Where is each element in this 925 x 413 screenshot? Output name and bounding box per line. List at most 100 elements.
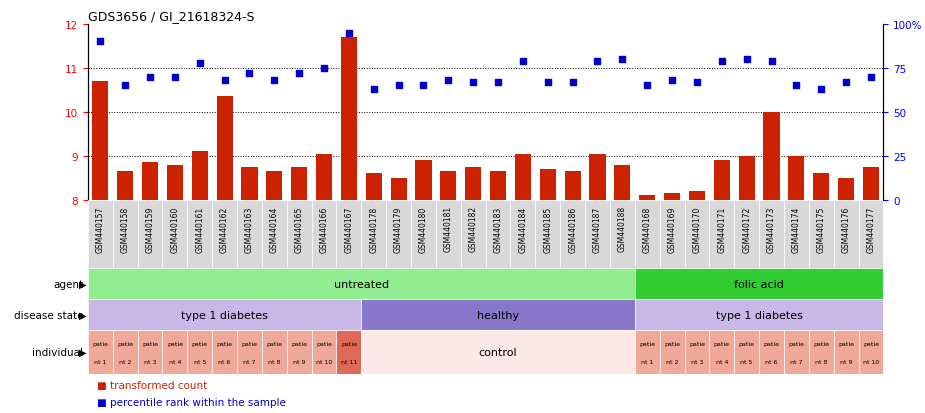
Bar — [187, 200, 212, 268]
Bar — [92, 82, 108, 200]
Text: GSM440157: GSM440157 — [96, 206, 105, 252]
Bar — [734, 330, 759, 374]
Bar — [138, 200, 163, 268]
Text: GSM440165: GSM440165 — [295, 206, 303, 252]
Bar — [536, 200, 561, 268]
Point — [466, 79, 481, 86]
Bar — [440, 172, 456, 200]
Text: patie: patie — [763, 341, 780, 346]
Text: patie: patie — [639, 341, 655, 346]
Point — [167, 74, 182, 81]
Bar — [88, 200, 113, 268]
Bar — [142, 163, 158, 200]
Text: GSM440183: GSM440183 — [494, 206, 502, 252]
Bar — [614, 165, 631, 200]
Bar — [589, 154, 606, 200]
Bar — [709, 200, 734, 268]
Bar — [312, 200, 337, 268]
Bar — [561, 200, 586, 268]
Bar — [564, 172, 581, 200]
Bar — [684, 200, 709, 268]
Point — [565, 79, 580, 86]
Text: nt 9: nt 9 — [840, 359, 852, 364]
Point — [192, 60, 207, 66]
Text: individual: individual — [32, 347, 83, 357]
Text: GSM440180: GSM440180 — [419, 206, 428, 252]
Bar — [813, 174, 830, 200]
Point — [416, 83, 431, 90]
Bar — [237, 330, 262, 374]
Bar — [660, 330, 684, 374]
Text: GSM440179: GSM440179 — [394, 206, 403, 252]
Point — [814, 86, 829, 93]
Bar — [763, 112, 780, 200]
Text: nt 10: nt 10 — [863, 359, 879, 364]
Text: GSM440186: GSM440186 — [568, 206, 577, 252]
Bar — [833, 200, 858, 268]
Text: GSM440161: GSM440161 — [195, 206, 204, 252]
Bar — [436, 200, 461, 268]
Text: GSM440182: GSM440182 — [469, 206, 477, 252]
Text: GDS3656 / GI_21618324-S: GDS3656 / GI_21618324-S — [88, 10, 254, 23]
Text: GSM440170: GSM440170 — [693, 206, 701, 252]
Point — [117, 83, 132, 90]
Point — [291, 71, 306, 77]
Text: GSM440169: GSM440169 — [668, 206, 676, 252]
Text: GSM440187: GSM440187 — [593, 206, 602, 252]
Point — [217, 78, 232, 84]
Text: nt 1: nt 1 — [641, 359, 653, 364]
Text: patie: patie — [813, 341, 829, 346]
Bar — [858, 330, 883, 374]
Bar — [212, 200, 237, 268]
Text: GSM440162: GSM440162 — [220, 206, 229, 252]
Bar — [241, 167, 257, 200]
Point — [789, 83, 804, 90]
Point — [267, 78, 282, 84]
Text: patie: patie — [714, 341, 730, 346]
Point — [590, 58, 605, 65]
Text: patie: patie — [166, 341, 183, 346]
Text: patie: patie — [689, 341, 705, 346]
Bar — [316, 154, 332, 200]
Bar — [635, 200, 660, 268]
Text: nt 3: nt 3 — [691, 359, 703, 364]
Text: GSM440173: GSM440173 — [767, 206, 776, 252]
Bar — [734, 200, 759, 268]
Bar — [515, 154, 531, 200]
Bar — [262, 330, 287, 374]
Bar — [610, 200, 635, 268]
Bar — [191, 152, 208, 200]
Bar — [808, 200, 833, 268]
Bar — [287, 200, 312, 268]
Text: nt 4: nt 4 — [168, 359, 181, 364]
Text: nt 5: nt 5 — [740, 359, 753, 364]
Text: ■ percentile rank within the sample: ■ percentile rank within the sample — [97, 397, 286, 407]
Text: patie: patie — [739, 341, 755, 346]
Point — [316, 65, 331, 72]
Point — [864, 74, 879, 81]
Point — [142, 74, 157, 81]
Point — [242, 71, 257, 77]
Text: nt 7: nt 7 — [243, 359, 255, 364]
Bar — [486, 200, 511, 268]
Bar — [362, 200, 387, 268]
Text: nt 11: nt 11 — [340, 359, 357, 364]
Text: GSM440171: GSM440171 — [717, 206, 726, 252]
Text: GSM440160: GSM440160 — [170, 206, 179, 252]
Point — [689, 79, 704, 86]
Point — [366, 86, 381, 93]
Bar — [88, 299, 362, 330]
Text: GSM440174: GSM440174 — [792, 206, 801, 252]
Bar — [784, 200, 808, 268]
Bar — [390, 178, 407, 200]
Point — [92, 39, 107, 45]
Bar — [635, 299, 883, 330]
Text: patie: patie — [216, 341, 232, 346]
Bar — [833, 330, 858, 374]
Point — [391, 83, 406, 90]
Bar — [411, 200, 436, 268]
Bar — [187, 330, 212, 374]
Bar — [337, 200, 362, 268]
Text: healthy: healthy — [477, 310, 519, 320]
Bar — [212, 330, 237, 374]
